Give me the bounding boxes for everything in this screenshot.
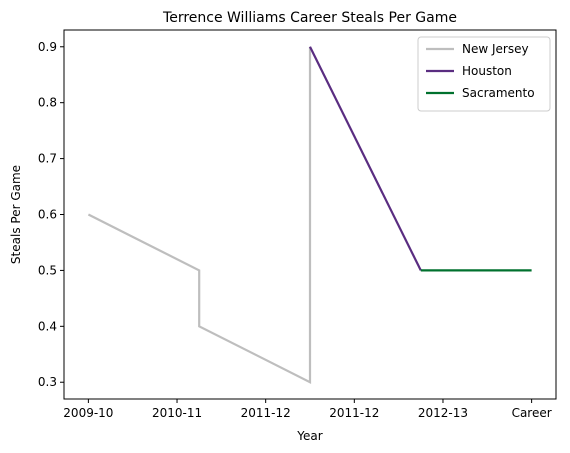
chart-title: Terrence Williams Career Steals Per Game — [162, 10, 457, 26]
y-tick-label: 0.7 — [38, 152, 57, 166]
x-tick-label: 2011-12 — [241, 406, 291, 420]
x-tick-label: 2009-10 — [63, 406, 113, 420]
series-line-new-jersey — [88, 47, 310, 382]
x-tick-label: 2011-12 — [329, 406, 379, 420]
legend-label: Houston — [462, 64, 512, 78]
y-tick-label: 0.6 — [38, 208, 57, 222]
y-tick-label: 0.9 — [38, 40, 57, 54]
y-tick-label: 0.3 — [38, 375, 57, 389]
y-axis-label: Steals Per Game — [9, 165, 23, 264]
x-tick-label: 2010-11 — [152, 406, 202, 420]
legend: New Jersey Houston Sacramento — [418, 37, 550, 111]
x-axis: 2009-10 2010-11 2011-12 2011-12 2012-13 Caree… — [63, 399, 551, 420]
x-axis-label: Year — [296, 429, 322, 443]
x-tick-label: 2012-13 — [418, 406, 468, 420]
y-axis: 0.3 0.4 0.5 0.6 0.7 0.8 0.9 — [38, 40, 64, 389]
series-line-houston — [310, 47, 421, 271]
x-tick-label: Career — [512, 406, 552, 420]
legend-label: New Jersey — [462, 42, 529, 56]
y-tick-label: 0.5 — [38, 263, 57, 277]
legend-label: Sacramento — [462, 86, 535, 100]
y-tick-label: 0.4 — [38, 319, 57, 333]
y-tick-label: 0.8 — [38, 96, 57, 110]
